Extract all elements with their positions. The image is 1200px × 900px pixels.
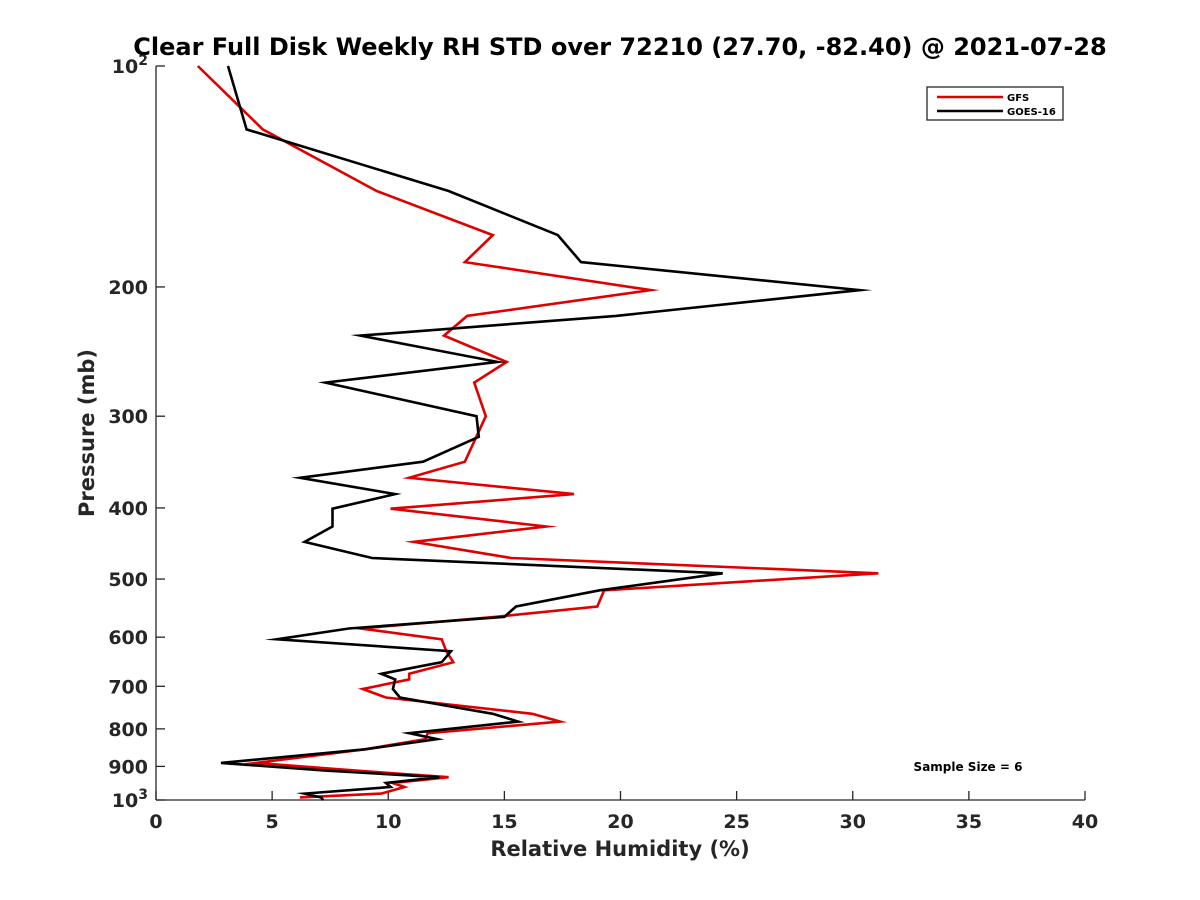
chart-title: Clear Full Disk Weekly RH STD over 72210… [133,33,1106,61]
legend-box [926,86,1064,121]
y-tick-base: 10 [112,790,138,812]
plot-area [155,66,1085,801]
legend-label: GFS [1007,93,1029,104]
x-tick-label: 5 [266,811,279,833]
y-tick-label: 102 [112,53,148,78]
series-line-goes-16 [220,65,873,801]
series-line-gfs [196,65,879,799]
legend: GFS GOES-16 [926,86,1064,121]
y-axis-label: Pressure (mb) [75,349,99,517]
x-axis-ticks: 0 5 10 15 20 25 30 35 40 [149,791,1098,833]
y-tick-label: 103 [112,787,148,812]
y-tick-label: 200 [108,277,148,299]
y-tick-base: 10 [112,56,138,78]
y-tick-exponent: 3 [138,787,148,803]
y-tick-base: 200 [108,277,148,299]
x-axis-label: Relative Humidity (%) [490,837,749,861]
y-tick-base: 900 [108,756,148,778]
y-tick-label: 700 [108,676,148,698]
y-tick-label: 500 [108,569,148,591]
y-tick-base: 700 [108,676,148,698]
y-tick-base: 500 [108,569,148,591]
x-tick-label: 0 [149,811,162,833]
x-tick-label: 20 [607,811,633,833]
series-layer [196,65,879,801]
x-tick-label: 10 [375,811,401,833]
x-tick-label: 15 [491,811,517,833]
y-tick-base: 600 [108,627,148,649]
y-tick-label: 300 [108,406,148,428]
x-tick-label: 40 [1072,811,1098,833]
y-tick-base: 800 [108,719,148,741]
x-tick-label: 30 [840,811,866,833]
y-tick-label: 900 [108,756,148,778]
y-tick-base: 300 [108,406,148,428]
y-tick-base: 400 [108,498,148,520]
legend-label: GOES-16 [1007,107,1056,118]
x-tick-label: 35 [956,811,982,833]
y-tick-label: 800 [108,719,148,741]
y-tick-label: 400 [108,498,148,520]
y-tick-exponent: 2 [138,53,148,69]
y-tick-label: 600 [108,627,148,649]
sample-size-annotation: Sample Size = 6 [914,760,1023,774]
x-tick-label: 25 [723,811,749,833]
